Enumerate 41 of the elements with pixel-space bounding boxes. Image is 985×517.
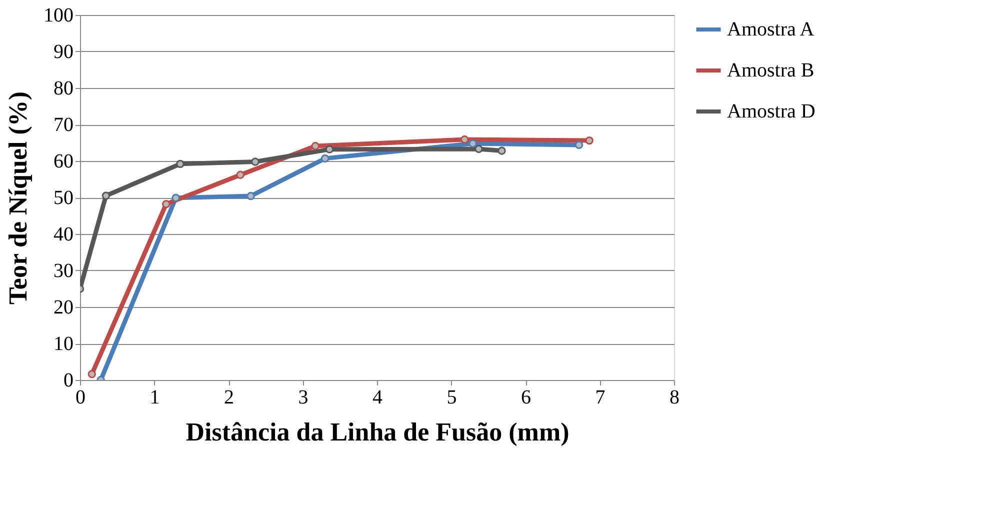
point	[162, 200, 170, 208]
point	[460, 135, 469, 144]
point	[236, 170, 244, 179]
x-tick-label: 8	[670, 386, 680, 408]
x-tick-label: 7	[595, 386, 606, 408]
point	[474, 144, 483, 154]
point	[311, 142, 320, 150]
point	[88, 370, 96, 378]
point	[176, 160, 184, 168]
x-tick-label: 1	[150, 386, 160, 408]
point	[468, 139, 477, 148]
y-tick-label: 80	[54, 78, 74, 100]
x-axis-title: Distância da Linha de Fusão (mm)	[186, 418, 570, 446]
y-tick-label: 10	[54, 333, 74, 355]
y-tick-label: 40	[54, 224, 74, 246]
y-tick-label: 0	[64, 370, 74, 392]
x-tick-label: 5	[446, 386, 457, 408]
point	[498, 146, 506, 155]
point	[251, 158, 260, 166]
y-axis-title: Teor de Níquel (%)	[4, 91, 32, 305]
point	[102, 192, 110, 200]
y-tick-label: 30	[54, 260, 74, 282]
point	[320, 154, 330, 163]
y-tick-label: 60	[54, 150, 74, 172]
point	[585, 136, 594, 145]
y-tick-label: 100	[44, 4, 74, 26]
y-tick-label: 70	[54, 114, 74, 136]
point	[574, 140, 584, 150]
y-tick-label: 90	[54, 41, 74, 63]
point	[172, 194, 180, 202]
y-tick-label: 50	[54, 187, 74, 209]
x-tick-label: 3	[298, 386, 308, 408]
x-tick-label: 2	[224, 386, 234, 408]
legend-label: Amostra D	[727, 100, 816, 122]
y-tick-label: 20	[54, 296, 74, 318]
x-tick-label: 4	[372, 386, 382, 408]
legend-label: Amostra A	[727, 18, 815, 40]
legend-label: Amostra B	[727, 60, 814, 82]
point	[246, 192, 255, 200]
x-tick-label: 6	[521, 386, 531, 408]
point	[325, 145, 334, 154]
